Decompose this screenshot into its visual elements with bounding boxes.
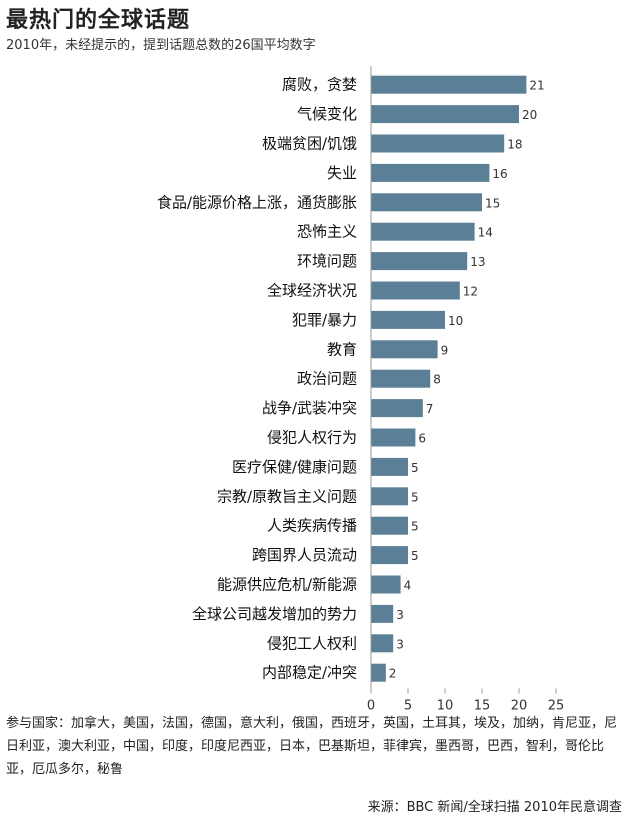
category-label: 宗教/原教旨主义问题 bbox=[217, 487, 357, 505]
bar bbox=[371, 340, 438, 359]
value-label: 12 bbox=[463, 285, 478, 299]
x-tick-label: 5 bbox=[404, 698, 412, 712]
value-label: 5 bbox=[411, 490, 419, 504]
bar bbox=[371, 193, 482, 212]
bar bbox=[371, 252, 468, 271]
value-label: 14 bbox=[478, 226, 493, 240]
bar bbox=[371, 604, 394, 623]
value-label: 2 bbox=[389, 667, 397, 681]
value-label: 5 bbox=[411, 549, 419, 563]
value-label: 21 bbox=[529, 79, 544, 93]
x-tick-label: 25 bbox=[548, 698, 565, 712]
x-tick-label: 10 bbox=[437, 698, 454, 712]
participating-countries: 参与国家：加拿大，美国，法国，德国，意大利，俄国，西班牙，英国，土耳其，埃及，加… bbox=[6, 716, 618, 777]
category-label: 教育 bbox=[327, 340, 357, 358]
bar bbox=[371, 516, 408, 535]
x-tick-label: 15 bbox=[474, 698, 491, 712]
value-label: 7 bbox=[426, 402, 434, 416]
bar bbox=[371, 663, 386, 682]
value-label: 18 bbox=[507, 138, 522, 152]
category-label: 战争/武装冲突 bbox=[262, 399, 357, 417]
bar bbox=[371, 546, 408, 565]
category-label: 政治问题 bbox=[297, 370, 357, 388]
x-tick-label: 0 bbox=[367, 698, 375, 712]
value-label: 3 bbox=[396, 608, 404, 622]
value-label: 9 bbox=[441, 343, 449, 357]
value-label: 15 bbox=[485, 196, 500, 210]
category-label: 失业 bbox=[327, 164, 357, 182]
value-label: 20 bbox=[522, 108, 537, 122]
bar bbox=[371, 163, 490, 182]
category-label: 全球公司越发增加的势力 bbox=[192, 605, 357, 623]
bar bbox=[371, 134, 505, 153]
bar bbox=[371, 75, 527, 94]
chart-subtitle: 2010年，未经提示的，提到话题总数的26国平均数字 bbox=[6, 38, 316, 53]
value-label: 13 bbox=[470, 255, 485, 269]
bar bbox=[371, 399, 423, 418]
category-label: 侵犯工人权利 bbox=[267, 634, 357, 652]
category-label: 能源供应危机/新能源 bbox=[217, 576, 357, 594]
x-tick-label: 20 bbox=[511, 698, 528, 712]
bar bbox=[371, 634, 394, 653]
value-label: 10 bbox=[448, 314, 463, 328]
value-label: 5 bbox=[411, 520, 419, 534]
bar bbox=[371, 105, 519, 124]
bar bbox=[371, 457, 408, 476]
value-label: 3 bbox=[396, 637, 404, 651]
bar bbox=[371, 487, 408, 506]
category-label: 气候变化 bbox=[297, 105, 357, 123]
category-label: 腐败，贪婪 bbox=[282, 76, 357, 94]
value-label: 8 bbox=[433, 373, 441, 387]
bar bbox=[371, 281, 460, 300]
value-label: 16 bbox=[492, 167, 507, 181]
category-label: 环境问题 bbox=[297, 252, 357, 270]
category-label: 侵犯人权行为 bbox=[267, 429, 357, 447]
category-label: 恐怖主义 bbox=[297, 223, 357, 241]
bar bbox=[371, 428, 416, 447]
value-label: 5 bbox=[411, 461, 419, 475]
bar bbox=[371, 310, 445, 329]
chart-title: 最热门的全球话题 bbox=[6, 8, 191, 33]
category-label: 人类疾病传播 bbox=[267, 517, 357, 535]
category-label: 内部稳定/冲突 bbox=[262, 664, 357, 682]
source-note: 来源：BBC 新闻/全球扫描 2010年民意调查 bbox=[367, 800, 622, 815]
category-label: 犯罪/暴力 bbox=[292, 311, 357, 329]
bar bbox=[371, 222, 475, 241]
bar bbox=[371, 369, 431, 388]
category-label: 极端贫困/饥饿 bbox=[262, 135, 357, 153]
category-label: 跨国界人员流动 bbox=[252, 546, 357, 564]
category-label: 食品/能源价格上涨，通货膨胀 bbox=[157, 193, 357, 211]
bar bbox=[371, 575, 401, 594]
value-label: 6 bbox=[418, 432, 426, 446]
value-label: 4 bbox=[404, 579, 412, 593]
category-label: 全球经济状况 bbox=[267, 282, 357, 300]
category-label: 医疗保健/健康问题 bbox=[232, 458, 357, 476]
